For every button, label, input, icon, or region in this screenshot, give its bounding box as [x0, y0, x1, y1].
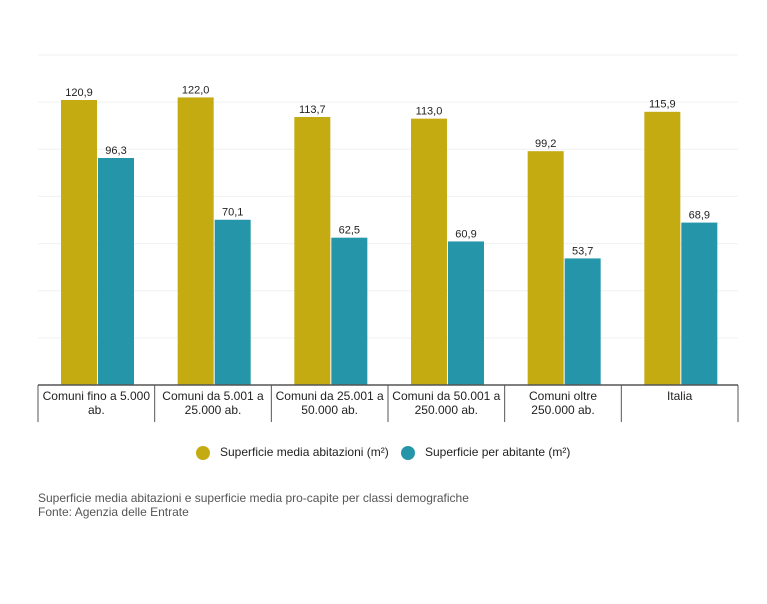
- bar: [214, 219, 251, 385]
- x-tick-label: Comuni fino a 5.000 ab.: [42, 389, 151, 417]
- value-label: 120,9: [65, 87, 93, 99]
- x-tick-label: Italia: [666, 389, 693, 403]
- bar: [331, 237, 368, 385]
- bar: [411, 118, 447, 386]
- value-label: 115,9: [649, 99, 676, 111]
- value-label: 53,7: [572, 245, 593, 257]
- bar: [448, 241, 484, 385]
- value-label: 96,3: [105, 145, 126, 157]
- legend-swatch: [401, 446, 415, 460]
- bar: [644, 111, 681, 386]
- bar: [294, 116, 331, 385]
- bar: [681, 222, 718, 385]
- legend-swatch: [196, 446, 210, 460]
- chart-source: Fonte: Agenzia delle Entrate: [38, 505, 189, 519]
- x-tick-label: Comuni da 5.001 a 25.000 ab.: [162, 389, 264, 417]
- legend-label: Superficie per abitante (m²): [425, 445, 570, 459]
- bar: [177, 97, 214, 385]
- value-label: 60,9: [455, 228, 476, 240]
- value-label: 68,9: [689, 209, 710, 221]
- value-label: 122,0: [182, 84, 210, 96]
- value-label: 70,1: [222, 207, 243, 219]
- legend-label: Superficie media abitazioni (m²): [220, 445, 389, 459]
- bar: [564, 258, 601, 385]
- value-label: 113,7: [299, 104, 326, 116]
- bar: [98, 158, 134, 385]
- bar: [61, 100, 97, 386]
- x-tick-label: Comuni da 25.001 a 50.000 ab.: [275, 389, 384, 417]
- value-label: 99,2: [535, 138, 556, 150]
- chart-caption: Superficie media abitazioni e superficie…: [38, 491, 469, 505]
- bar: [527, 151, 564, 385]
- value-label: 62,5: [339, 225, 360, 237]
- value-label: 113,0: [416, 106, 443, 118]
- x-tick-label: Comuni da 50.001 a 250.000 ab.: [392, 389, 501, 417]
- x-tick-label: Comuni oltre 250.000 ab.: [528, 389, 598, 417]
